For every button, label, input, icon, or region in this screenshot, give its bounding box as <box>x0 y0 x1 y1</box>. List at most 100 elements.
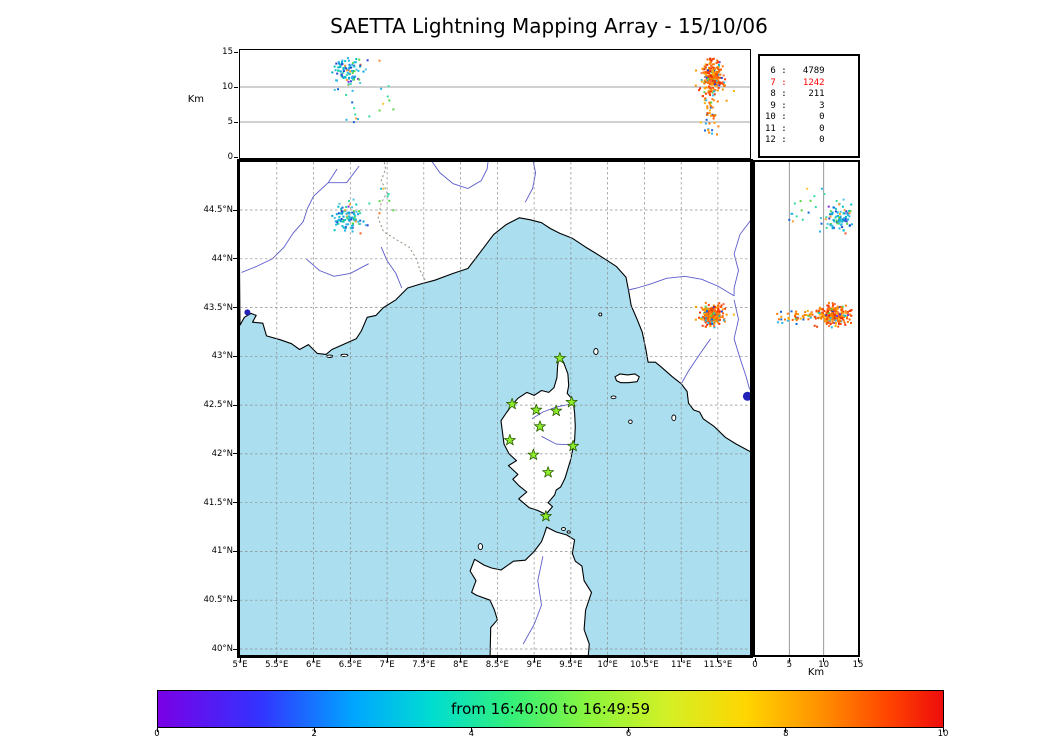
lightning-source-point <box>708 312 711 315</box>
lightning-source-point <box>348 219 351 222</box>
lightning-source-point <box>841 220 844 223</box>
lightning-source-point <box>342 226 345 229</box>
lightning-source-point <box>717 61 720 64</box>
lightning-source-point <box>841 226 844 229</box>
lightning-source-point <box>364 68 367 71</box>
lightning-source-point <box>843 316 845 319</box>
river <box>628 275 735 297</box>
lightning-source-point <box>825 316 828 319</box>
lightning-source-point <box>347 205 350 208</box>
lightning-source-point <box>357 220 360 223</box>
lightning-source-point <box>359 222 362 225</box>
lightning-source-point <box>352 65 355 68</box>
lightning-source-point <box>341 75 344 78</box>
lightning-source-point <box>834 210 837 213</box>
islet <box>593 348 599 355</box>
lightning-source-point <box>353 218 356 221</box>
lightning-source-point <box>847 218 850 221</box>
lightning-source-point <box>723 84 726 87</box>
lightning-source-point <box>846 222 849 225</box>
lightning-source-point <box>712 73 715 76</box>
lightning-source-point <box>831 320 834 323</box>
lightning-source-point <box>831 302 834 305</box>
lightning-source-point <box>720 305 722 308</box>
lightning-source-point <box>848 215 851 218</box>
lightning-source-point <box>338 69 341 72</box>
lightning-source-point <box>352 224 355 227</box>
lightning-source-point <box>717 79 720 82</box>
lightning-source-point <box>840 223 843 226</box>
lightning-source-point <box>718 76 721 79</box>
lightning-source-point <box>704 72 707 75</box>
lightning-source-point <box>797 317 800 320</box>
lightning-source-point <box>717 67 719 70</box>
lightning-source-point <box>814 206 817 208</box>
lat-tick-label: 41.5°N <box>203 497 233 508</box>
lightning-source-point <box>831 224 834 227</box>
lightning-source-point <box>715 70 718 73</box>
lightning-source-point <box>337 205 340 208</box>
lightning-source-point <box>847 312 849 315</box>
lightning-source-point <box>358 58 361 61</box>
axis-tick <box>233 404 237 406</box>
lightning-source-point <box>700 306 703 309</box>
lon-tick-label: 6°E <box>306 660 322 670</box>
lightning-source-point <box>716 310 718 313</box>
figure-title: SAETTA Lightning Mapping Array - 15/10/0… <box>330 14 768 38</box>
lightning-source-point <box>707 80 710 83</box>
lightning-source-point <box>700 72 703 75</box>
lightning-source-point <box>341 206 344 209</box>
lightning-source-point <box>848 309 851 312</box>
lightning-source-point <box>718 68 721 71</box>
lightning-source-point <box>699 317 702 320</box>
lightning-source-point <box>841 309 844 312</box>
alt-tick-label: 15 <box>222 47 233 57</box>
lightning-source-point <box>849 309 852 312</box>
lake <box>244 309 251 316</box>
lightning-source-point <box>706 107 709 110</box>
lightning-source-point <box>709 87 712 90</box>
lightning-source-point <box>351 230 354 233</box>
river <box>531 403 571 420</box>
lightning-source-point <box>790 212 793 215</box>
lightning-source-point <box>848 209 851 212</box>
lightning-source-point <box>817 310 820 313</box>
alt-tick-label: 0 <box>227 152 233 162</box>
lightning-source-point <box>714 315 717 318</box>
lightning-source-point <box>830 308 833 311</box>
lightning-source-point <box>805 314 808 316</box>
lightning-source-point <box>705 114 708 116</box>
lightning-source-point <box>847 311 849 314</box>
lightning-source-point <box>707 89 710 92</box>
lightning-source-point <box>702 308 705 311</box>
lat-tick-label: 44°N <box>211 253 233 264</box>
lightning-source-point <box>718 310 721 313</box>
lightning-source-point <box>819 217 822 219</box>
lightning-source-point <box>838 322 840 325</box>
lightning-source-point <box>723 81 726 84</box>
lightning-source-point <box>712 311 715 314</box>
lightning-source-point <box>820 222 823 225</box>
lightning-source-point <box>831 315 834 318</box>
landmass-elba <box>614 373 640 384</box>
axis-tick <box>788 658 790 662</box>
lightning-source-point <box>355 220 358 223</box>
lightning-source-point <box>818 313 821 316</box>
lightning-source-point <box>788 317 790 320</box>
lon-tick-label: 10.5°E <box>630 660 659 670</box>
lightning-source-point <box>826 307 829 310</box>
lightning-source-point <box>838 317 841 320</box>
lightning-source-point <box>709 70 712 73</box>
lightning-source-point <box>831 321 834 324</box>
lightning-source-point <box>832 304 835 307</box>
lightning-source-point <box>715 317 718 320</box>
lightning-source-point <box>354 215 357 218</box>
lightning-source-point <box>348 77 350 80</box>
lightning-source-point <box>824 314 827 317</box>
lightning-source-point <box>378 109 381 112</box>
lightning-source-point <box>344 226 347 229</box>
lightning-source-point <box>837 319 840 322</box>
lightning-source-point <box>352 198 355 201</box>
lightning-source-point <box>832 219 835 222</box>
lightning-source-point <box>827 301 830 304</box>
